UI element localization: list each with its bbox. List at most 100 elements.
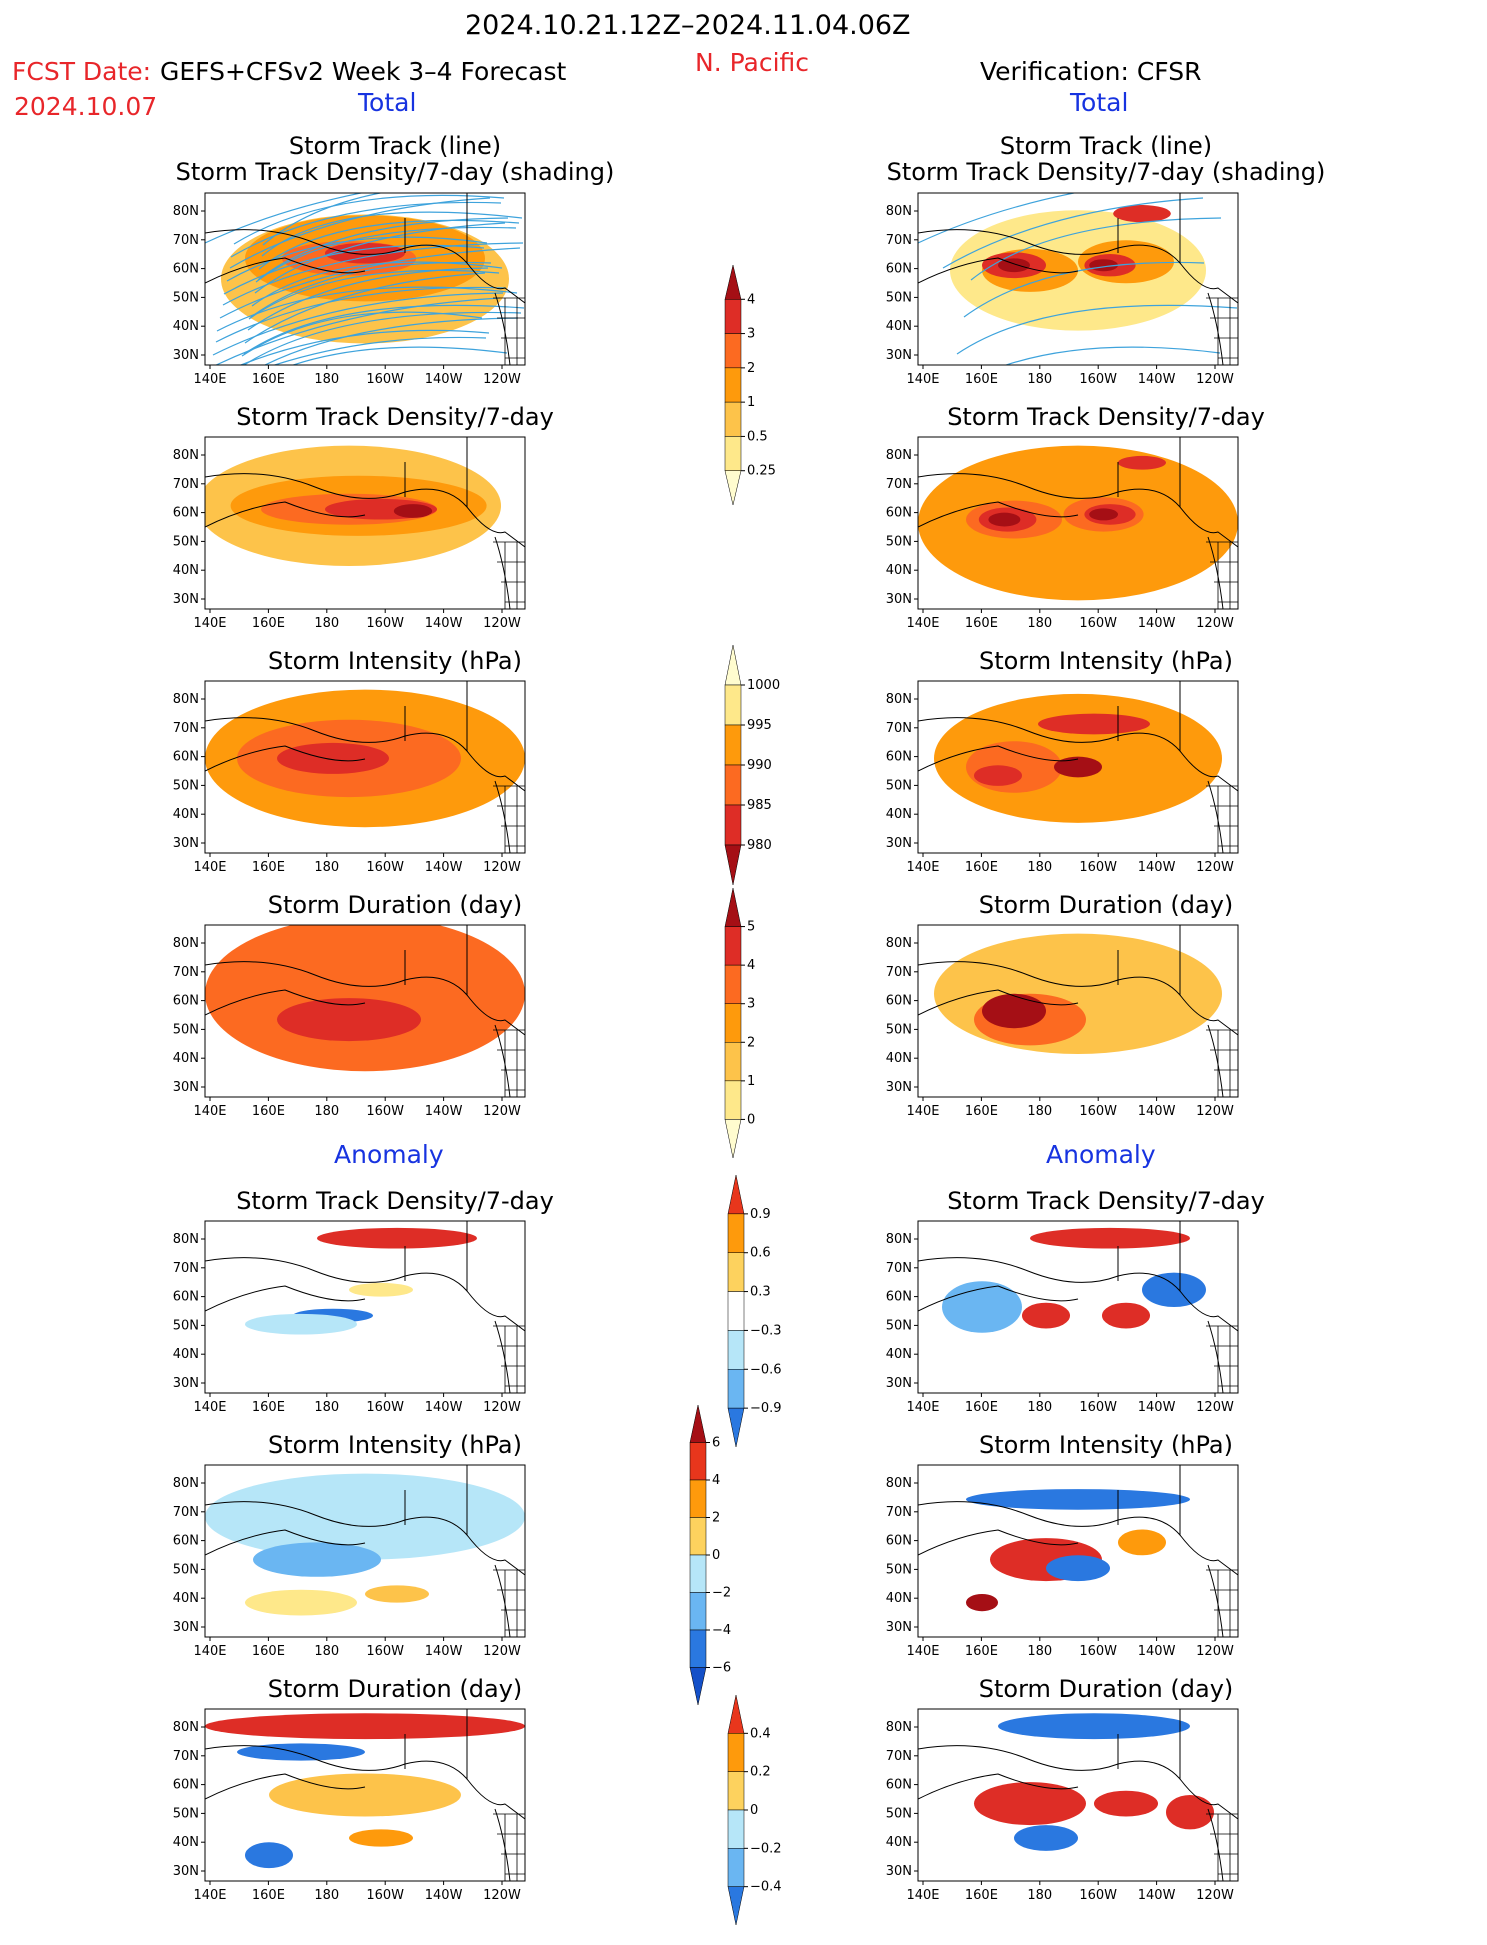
colorbar-segment (724, 401, 742, 437)
colorbar-segment (689, 1592, 707, 1631)
shading-blob (1089, 508, 1118, 521)
lat-tick-label: 70N (886, 1261, 912, 1276)
lon-tick-label: 140W (1138, 616, 1176, 631)
lat-tick-label: 80N (173, 1720, 199, 1735)
lat-tick-label: 80N (173, 1232, 199, 1247)
colorbar-segment (724, 926, 742, 966)
shading-blob (393, 504, 433, 518)
lon-tick-label: 120W (483, 1104, 521, 1119)
shading-blob (1054, 756, 1102, 778)
lon-tick-label: 120W (1196, 616, 1234, 631)
state-borders (493, 1569, 525, 1637)
coastline (918, 437, 1181, 509)
lon-tick-label: 160E (965, 1644, 998, 1659)
shading-blob (317, 1227, 477, 1249)
storm-track-line (229, 197, 491, 269)
lon-tick-label: 160E (252, 372, 285, 387)
lon-tick-label: 180 (314, 372, 339, 387)
storm-track-line (257, 217, 509, 281)
colorbar-cb-a-density: 0.9 0.6 0.3 −0.3 −0.6 −0.9 (727, 1174, 782, 1448)
coastline (205, 989, 366, 1016)
colorbar-label: −6 (712, 1661, 731, 1676)
storm-track-line (291, 346, 508, 365)
lat-tick-label: 50N (173, 290, 199, 305)
state-borders (493, 1813, 525, 1881)
lat-tick-label: 40N (886, 1051, 912, 1066)
colorbar-label: 985 (747, 798, 772, 813)
anomaly-label-right: Anomaly (1046, 1140, 1156, 1169)
coastline (205, 193, 468, 265)
state-borders (493, 785, 525, 853)
storm-track-line (956, 304, 1238, 355)
colorbar-segment (724, 724, 742, 766)
colorbar-segment (689, 1554, 707, 1593)
coastline (205, 925, 468, 997)
storm-track-line (244, 272, 486, 344)
colorbar-cap (727, 1694, 745, 1734)
coastline (494, 292, 511, 365)
lat-tick-label: 40N (886, 319, 912, 334)
coastline (918, 925, 1181, 997)
colorbar-cap (724, 264, 742, 300)
map-frame (917, 680, 1239, 854)
coastline (494, 780, 511, 853)
state-borders (1206, 541, 1238, 609)
coastline (466, 1534, 525, 1576)
map-duration-obs: 80N 70N 60N 50N 40N 30N 140E 160E 180 160W 140W 120… (886, 924, 1239, 1119)
panel-title: Storm Track (line) (999, 132, 1213, 160)
coastline (466, 506, 525, 548)
colorbar-label: −0.2 (750, 1841, 782, 1856)
colorbar-segment (689, 1517, 707, 1556)
coastline (918, 989, 1079, 1016)
colorbar-cap (724, 887, 742, 927)
lon-tick-label: 120W (1196, 1888, 1234, 1903)
colorbar-label: 0 (747, 1112, 755, 1127)
coastline (205, 1709, 468, 1781)
panel-title: Storm Track (line) (288, 132, 502, 160)
lon-tick-label: 160W (366, 1644, 404, 1659)
coastline (466, 994, 525, 1036)
lat-tick-label: 80N (173, 448, 199, 463)
colorbar-segment (724, 1080, 742, 1120)
storm-track-line (230, 201, 502, 258)
shading-blob (974, 765, 1022, 786)
lon-tick-label: 160W (1079, 1888, 1117, 1903)
region-label: N. Pacific (695, 48, 810, 77)
coastline (494, 1024, 511, 1097)
colorbar-segment (724, 804, 742, 846)
storm-track-line (241, 311, 483, 357)
map-frame (204, 436, 526, 610)
coastline (918, 501, 1079, 528)
lon-tick-label: 140W (1138, 1104, 1176, 1119)
storm-track-line (243, 304, 525, 355)
coastline (205, 257, 366, 284)
lon-tick-label: 140E (906, 1104, 939, 1119)
panel-title: Storm Track Density/7-day (947, 403, 1265, 431)
colorbar-label: 4 (747, 292, 755, 307)
lon-tick-label: 120W (1196, 860, 1234, 875)
storm-track-line (942, 197, 1204, 269)
map-frame (204, 1220, 526, 1394)
lat-tick-label: 40N (173, 563, 199, 578)
storm-track-line (222, 242, 524, 306)
map-frame (204, 1708, 526, 1882)
lon-tick-label: 160W (1079, 1400, 1117, 1415)
fcst-date: 2024.10.07 (14, 92, 158, 121)
lat-tick-label: 70N (173, 1749, 199, 1764)
lon-tick-label: 180 (1027, 1644, 1052, 1659)
lon-tick-label: 140E (193, 1400, 226, 1415)
panel-title: Storm Intensity (hPa) (268, 647, 522, 675)
storm-track-line (255, 226, 517, 283)
shading-blob (245, 1842, 293, 1869)
lon-tick-label: 140W (425, 372, 463, 387)
lat-tick-label: 40N (886, 1347, 912, 1362)
lat-tick-label: 80N (886, 936, 912, 951)
lat-tick-label: 60N (173, 750, 199, 765)
colorbar-cap (689, 1404, 707, 1443)
map-a-density-obs: 80N 70N 60N 50N 40N 30N 140E 160E 180 160W 140W 120… (886, 1220, 1239, 1415)
map-track-fcst: 80N 70N 60N 50N 40N 30N 140E 160E 180 160W 140W 120… (173, 192, 526, 387)
lon-tick-label: 140W (425, 1400, 463, 1415)
panel-title: Storm Duration (day) (267, 1675, 523, 1703)
coastline (1207, 1808, 1224, 1881)
lat-tick-label: 30N (173, 1080, 199, 1095)
